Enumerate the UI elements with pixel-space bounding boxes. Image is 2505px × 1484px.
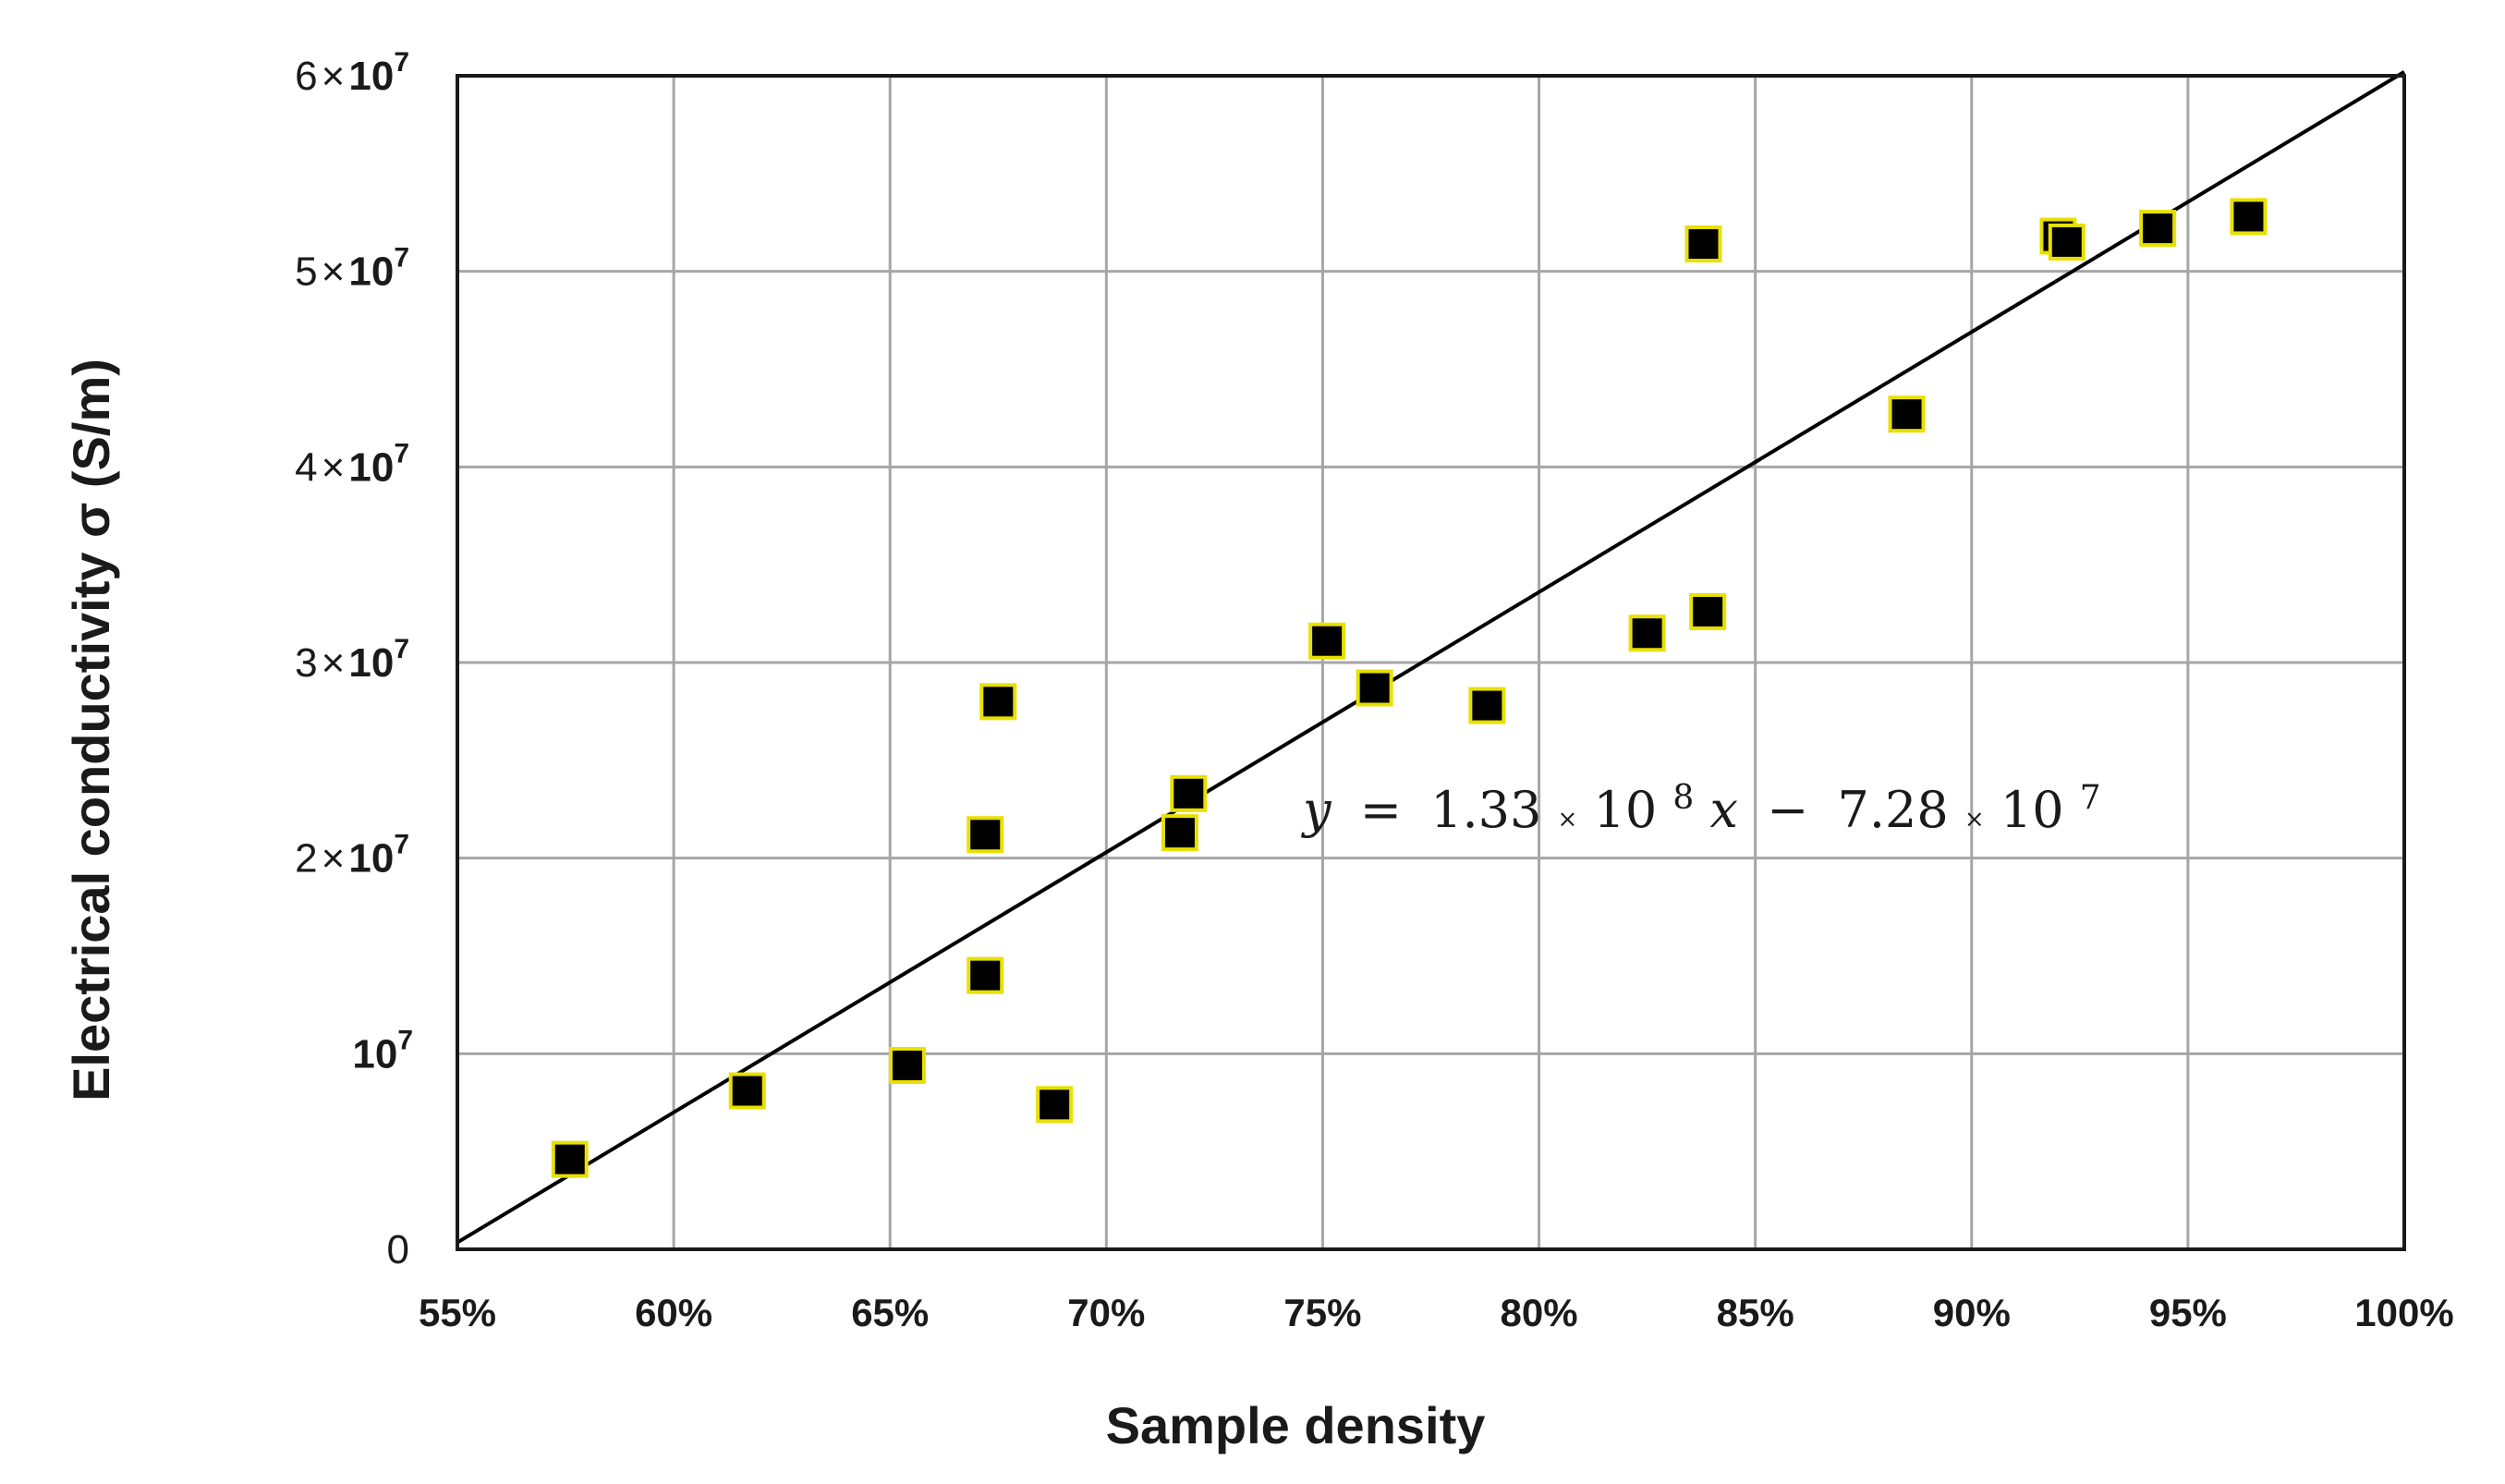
x-tick-label-3: 70% xyxy=(1067,1291,1145,1334)
data-point-14 xyxy=(1684,225,1722,263)
data-point-12 xyxy=(1468,687,1506,724)
data-point-3 xyxy=(888,1047,926,1085)
data-point-7 xyxy=(1036,1086,1074,1124)
equation-slope-times: × xyxy=(1558,806,1578,833)
x-tick-label-9: 100% xyxy=(2354,1291,2453,1334)
y-tick-label-5: 5×107 xyxy=(295,243,409,295)
x-tick-label-8: 95% xyxy=(2149,1291,2227,1334)
data-point-16 xyxy=(1888,395,1926,433)
data-point-18 xyxy=(2048,223,2085,261)
x-tick-label-0: 55% xyxy=(419,1291,496,1334)
equation-intercept-ten: 10 xyxy=(2000,781,2064,839)
data-point-15 xyxy=(1689,592,1727,630)
x-tick-label-4: 75% xyxy=(1283,1291,1361,1334)
equation-slope-ten: 10 xyxy=(1593,781,1657,839)
data-point-20 xyxy=(2230,198,2268,236)
y-tick-label-2: 2×107 xyxy=(295,830,409,882)
y-axis-title: Electrical conductivity σ (S/m) xyxy=(62,359,120,1101)
data-points xyxy=(551,198,2268,1178)
equation-intercept-times: × xyxy=(1964,806,1985,833)
y-tick-labels: 0 107 2×107 3×107 4×107 5×107 6×107 xyxy=(295,47,413,1272)
data-point-13 xyxy=(1628,614,1666,652)
data-point-10 xyxy=(1308,622,1346,660)
x-tick-label-7: 90% xyxy=(1933,1291,2011,1334)
y-tick-label-0: 0 xyxy=(387,1227,409,1272)
fit-equation: y = 1.33 × 10 8 x − 7.28 × 10 7 xyxy=(1301,762,2101,839)
equation-minus: − xyxy=(1767,781,1808,839)
data-point-5 xyxy=(967,956,1004,994)
equation-slope-exp: 8 xyxy=(1672,779,1694,817)
x-axis-title: Sample density xyxy=(1106,1396,1486,1454)
x-tick-labels: 55% 60% 65% 70% 75% 80% 85% 90% 95% 100% xyxy=(419,1291,2454,1334)
data-point-4 xyxy=(967,816,1004,854)
y-tick-label-1: 107 xyxy=(352,1025,413,1077)
equation-equals: = xyxy=(1360,781,1402,839)
equation-intercept-exp: 7 xyxy=(2080,779,2101,817)
equation-slope-coef: 1.33 xyxy=(1430,781,1541,839)
data-point-6 xyxy=(979,683,1017,721)
regression-fit xyxy=(456,70,2406,1245)
data-point-2 xyxy=(728,1072,766,1110)
equation-y-var: y xyxy=(1301,781,1332,839)
x-tick-label-6: 85% xyxy=(1717,1291,1794,1334)
x-tick-label-1: 60% xyxy=(635,1291,712,1334)
plot-frame xyxy=(456,74,2406,1251)
y-tick-label-4: 4×107 xyxy=(295,438,409,490)
data-point-11 xyxy=(1356,669,1393,707)
equation-x-var: x xyxy=(1709,781,1737,839)
data-point-1 xyxy=(551,1140,589,1178)
x-tick-label-2: 65% xyxy=(851,1291,929,1334)
data-point-9 xyxy=(1170,774,1208,812)
fit-line xyxy=(456,70,2406,1245)
equation-intercept-coef: 7.28 xyxy=(1838,781,1949,839)
y-tick-label-3: 3×107 xyxy=(295,634,409,686)
x-tick-label-5: 80% xyxy=(1501,1291,1578,1334)
data-point-19 xyxy=(2139,210,2177,248)
y-tick-label-6: 6×107 xyxy=(295,47,409,99)
data-point-8 xyxy=(1161,814,1198,852)
